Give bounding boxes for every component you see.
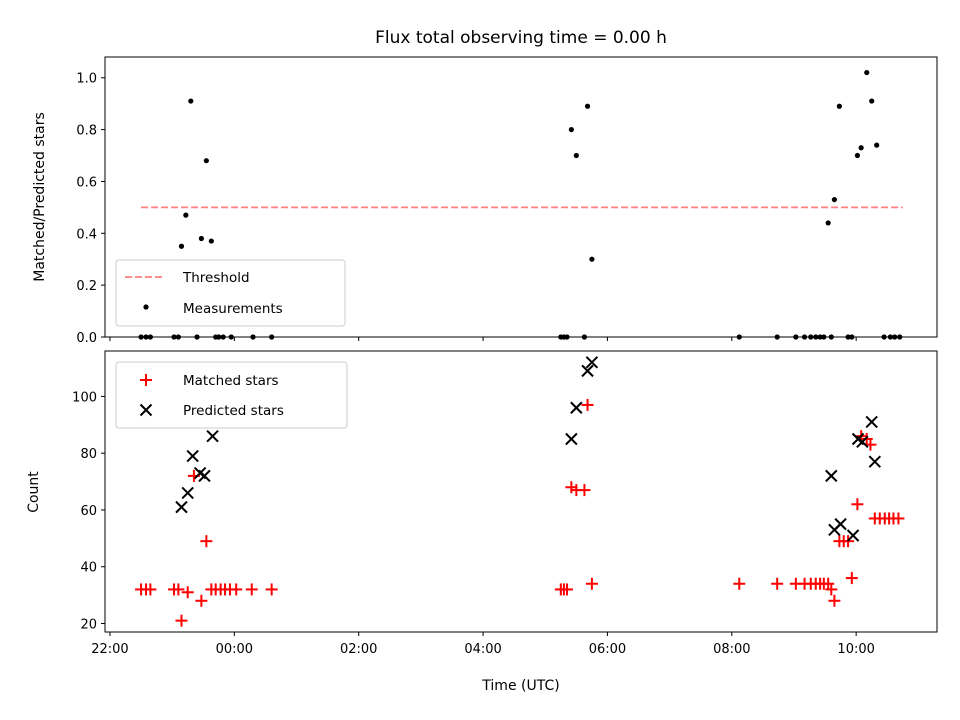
predicted-star-point <box>181 486 194 500</box>
measurement-point <box>874 142 880 148</box>
matched-star-point <box>845 572 858 585</box>
bottom-y-tick-label: 20 <box>80 617 97 632</box>
legend-measurements-label: Measurements <box>183 301 283 317</box>
bottom-axes-frame <box>104 350 938 633</box>
measurement-point <box>573 152 579 159</box>
matched-star-point <box>172 583 185 596</box>
bottom-panel: Count Time (UTC) 20 40 60 80 100 22:00 00:00 02… <box>26 350 938 694</box>
predicted-star-point <box>198 469 211 483</box>
matched-star-point <box>200 535 213 548</box>
predicted-star-point <box>206 429 219 443</box>
measurement-point <box>188 98 194 104</box>
x-tick-label: 04:00 <box>464 642 501 657</box>
measurement-point <box>203 158 209 164</box>
measurement-point <box>178 243 185 249</box>
top-legend: Threshold Measurements <box>115 259 346 327</box>
bottom-legend: Matched stars Predicted stars <box>115 361 348 429</box>
legend-predicted-swatch <box>139 403 153 417</box>
bottom-legend-box <box>115 361 348 429</box>
measurement-point <box>864 69 870 76</box>
top-y-tick-label: 1.0 <box>76 72 97 87</box>
bottom-y-axis-label: Count <box>26 471 42 513</box>
measurement-point <box>198 235 204 242</box>
matched-star-point <box>585 577 598 590</box>
predicted-star-point <box>186 449 199 463</box>
x-tick-label: 08:00 <box>713 642 750 657</box>
legend-threshold-label: Threshold <box>182 270 250 286</box>
measurement-point <box>589 256 595 262</box>
predicted-star-point <box>834 517 847 531</box>
predicted-star-point <box>585 356 599 369</box>
top-legend-box <box>115 259 346 327</box>
x-tick-label: 10:00 <box>837 642 874 657</box>
top-panel: Flux total observing time = 0.00 h Match… <box>32 28 938 346</box>
measurement-point <box>869 98 875 104</box>
top-y-axis-label: Matched/Predicted stars <box>32 112 48 282</box>
predicted-star-point <box>846 529 860 542</box>
top-y-tick-label: 0.2 <box>76 279 97 294</box>
bottom-y-tick-label: 60 <box>80 504 97 519</box>
matched-star-point <box>851 498 864 511</box>
predicted-star-point <box>581 364 594 378</box>
measurement-point <box>183 212 189 218</box>
measurement-point <box>584 103 591 109</box>
matched-star-point <box>561 583 574 596</box>
matched-star-point <box>265 583 278 596</box>
measurement-point <box>836 103 842 109</box>
matched-star-point <box>578 484 591 497</box>
legend-measurements-swatch <box>143 304 149 310</box>
x-axis-label: Time (UTC) <box>481 678 559 694</box>
top-y-tick-label: 0.4 <box>76 227 97 242</box>
top-y-tick-label: 0.8 <box>76 124 97 139</box>
matched-star-point <box>771 577 784 590</box>
x-tick-label: 02:00 <box>340 642 377 657</box>
predicted-star-point <box>856 435 869 449</box>
predicted-star-point <box>868 455 882 468</box>
matched-star-point <box>195 594 208 607</box>
x-tick-label: 00:00 <box>216 642 253 657</box>
bottom-y-tick-label: 100 <box>72 390 97 405</box>
matched-star-point <box>144 583 157 596</box>
predicted-star-point <box>865 415 878 429</box>
predicted-star-point <box>565 432 578 446</box>
top-axes-frame <box>104 56 938 338</box>
matched-star-point <box>175 614 188 627</box>
matched-star-point <box>828 594 841 607</box>
measurement-point <box>854 152 861 159</box>
predicted-star-point <box>825 469 838 483</box>
predicted-star-point <box>175 500 188 514</box>
matched-star-point <box>825 583 838 596</box>
measurement-point <box>825 220 831 226</box>
matched-star-point <box>892 512 905 525</box>
measurement-point <box>858 145 864 151</box>
matched-star-point <box>230 583 243 596</box>
matched-star-point <box>245 583 258 596</box>
bottom-y-tick-label: 40 <box>80 561 97 576</box>
matched-star-point <box>181 586 194 599</box>
matched-star-point <box>581 398 594 411</box>
x-tick-label: 22:00 <box>91 642 128 657</box>
measurement-point <box>568 126 574 133</box>
x-tick-label: 06:00 <box>589 642 626 657</box>
top-y-tick-label: 0.6 <box>76 175 97 190</box>
legend-predicted-label: Predicted stars <box>183 403 284 419</box>
predicted-star-point <box>570 401 583 414</box>
measurement-point <box>831 196 837 203</box>
bottom-y-tick-label: 80 <box>80 447 97 462</box>
top-y-tick-label: 0.0 <box>76 331 97 346</box>
legend-matched-label: Matched stars <box>183 373 279 389</box>
measurement-point <box>208 238 214 244</box>
matched-star-point <box>733 577 746 590</box>
chart-title: Flux total observing time = 0.00 h <box>375 28 667 48</box>
legend-matched-swatch <box>140 374 152 386</box>
